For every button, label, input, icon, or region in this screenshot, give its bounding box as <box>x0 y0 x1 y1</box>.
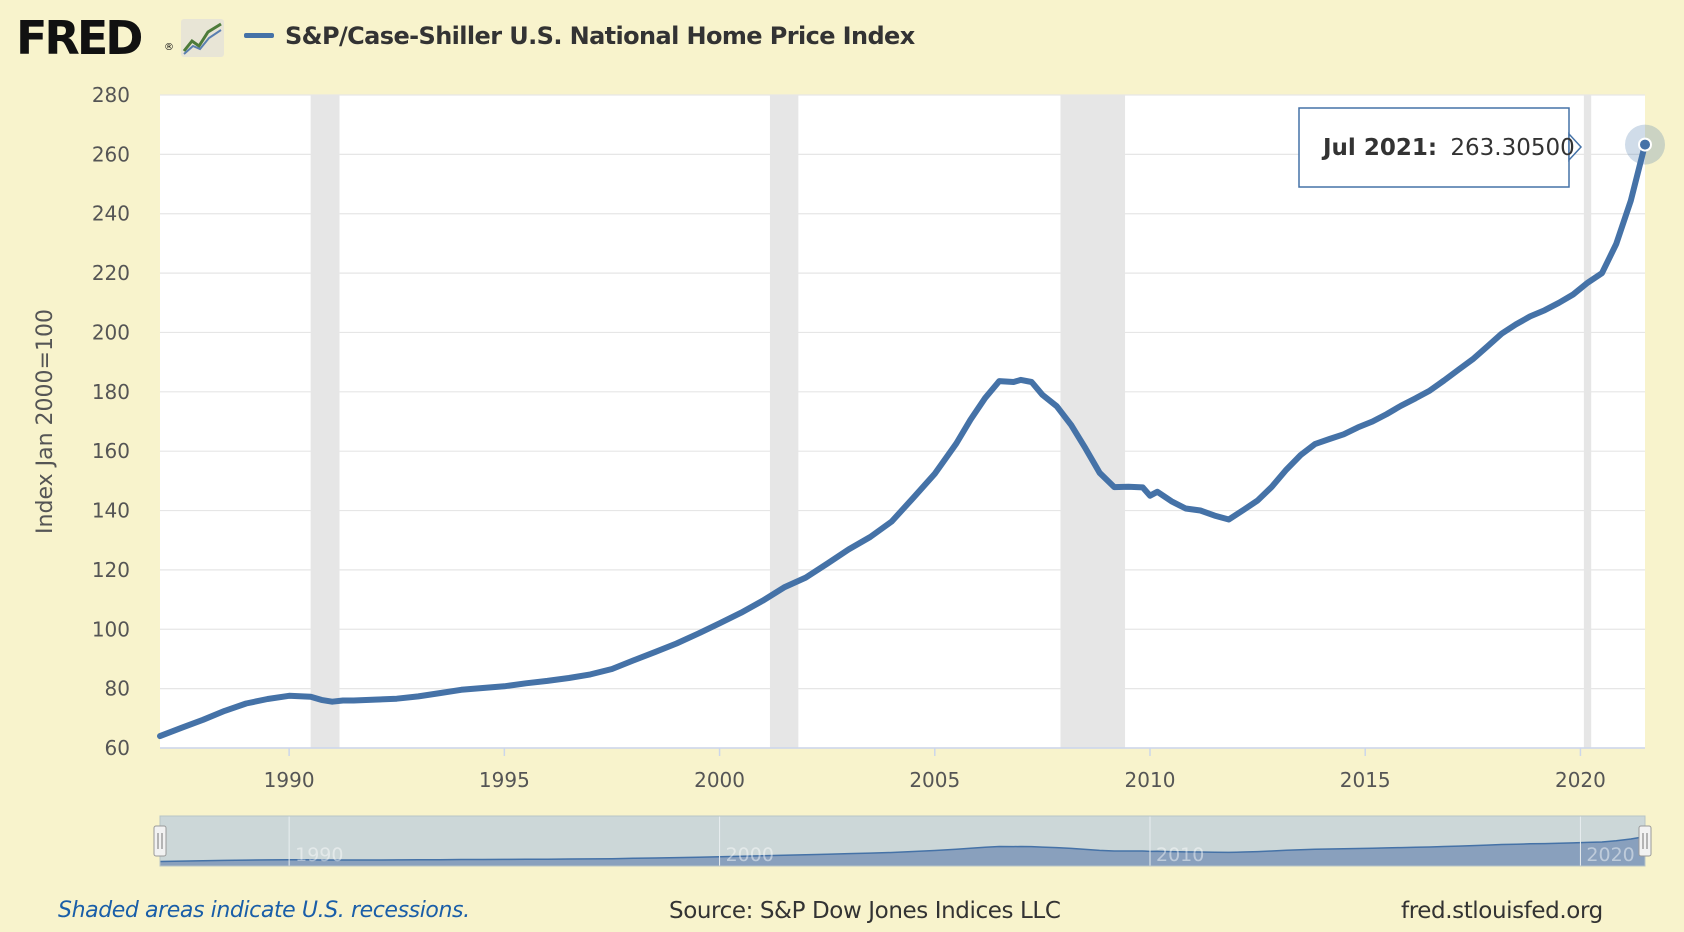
source-credit: Source: S&P Dow Jones Indices LLC <box>669 898 1061 924</box>
navigator-tick-label: 2020 <box>1586 844 1634 866</box>
navigator-series-line <box>159 835 1646 863</box>
y-tick-label: 180 <box>92 380 130 404</box>
hover-point[interactable] <box>1625 124 1665 165</box>
x-tick-label: 1990 <box>264 768 315 792</box>
range-navigator[interactable]: 1990 2000 2010 2020 <box>153 815 1652 867</box>
plot-area <box>160 95 1645 748</box>
y-tick-label: 220 <box>92 261 130 285</box>
navigator-right-handle[interactable] <box>1638 825 1652 857</box>
tooltip-label: Jul 2021: <box>1321 135 1437 161</box>
y-tick-label: 140 <box>92 499 130 523</box>
navigator-tick-label: 2000 <box>726 844 774 866</box>
fred-url[interactable]: fred.stlouisfed.org <box>1401 898 1603 924</box>
recession-band <box>769 95 799 748</box>
chart-header: FRED ® S&P/Case-Shiller U.S. National Ho… <box>0 0 1684 80</box>
handle-grip[interactable] <box>153 825 167 857</box>
navigator-left-handle[interactable] <box>153 825 167 857</box>
legend-series-swatch[interactable] <box>244 33 274 38</box>
recession-band <box>1583 95 1592 748</box>
y-tick-label: 160 <box>92 439 130 463</box>
tooltip-pointer <box>1568 132 1583 162</box>
legend-series-label[interactable]: S&P/Case-Shiller U.S. National Home Pric… <box>285 22 915 50</box>
navigator-tick-label: 1990 <box>295 844 343 866</box>
tooltip-text: Jul 2021: 263.30500 <box>1321 135 1575 161</box>
y-axis-label: Index Jan 2000=100 <box>33 309 58 534</box>
chart-trend-icon <box>181 19 224 57</box>
y-tick-label: 280 <box>92 83 130 107</box>
series-line[interactable] <box>157 141 1648 740</box>
x-tick-label: 2000 <box>694 768 745 792</box>
navigator-series-area <box>160 836 1645 866</box>
tooltip-value: 263.30500 <box>1450 135 1574 161</box>
tooltip-box <box>1298 107 1570 188</box>
y-tick-label: 80 <box>105 677 130 701</box>
y-tick-label: 260 <box>92 142 130 166</box>
x-axis: 1990 1995 2000 2005 2010 2015 2020 <box>160 747 1645 792</box>
handle-grip[interactable] <box>1638 825 1652 857</box>
y-tick-label: 240 <box>92 202 130 226</box>
x-tick-label: 1995 <box>479 768 530 792</box>
y-tick-label: 60 <box>105 736 130 760</box>
x-tick-label: 2015 <box>1340 768 1391 792</box>
x-tick-label: 2020 <box>1555 768 1606 792</box>
fred-logo[interactable]: FRED <box>16 11 143 65</box>
registered-mark: ® <box>164 42 174 53</box>
recession-band <box>310 95 340 748</box>
hover-marker[interactable] <box>1638 137 1652 152</box>
tooltip: Jul 2021: 263.30500 <box>1298 107 1583 188</box>
x-tick-label: 2010 <box>1125 768 1176 792</box>
y-tick-label: 120 <box>92 558 130 582</box>
y-tick-label: 100 <box>92 617 130 641</box>
y-axis: 60 80 100 120 140 160 180 200 220 240 260 280 <box>92 83 130 760</box>
recession-note: Shaded areas indicate U.S. recessions. <box>58 898 470 923</box>
navigator-tick-label: 2010 <box>1156 844 1204 866</box>
x-tick-label: 2005 <box>909 768 960 792</box>
y-tick-label: 200 <box>92 320 130 344</box>
